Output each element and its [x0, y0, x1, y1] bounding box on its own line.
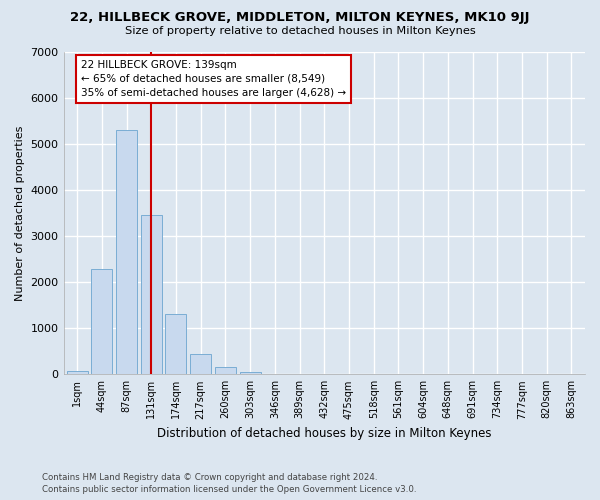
Bar — [190, 354, 211, 374]
Text: 22, HILLBECK GROVE, MIDDLETON, MILTON KEYNES, MK10 9JJ: 22, HILLBECK GROVE, MIDDLETON, MILTON KE… — [70, 11, 530, 24]
X-axis label: Distribution of detached houses by size in Milton Keynes: Distribution of detached houses by size … — [157, 427, 491, 440]
Bar — [215, 368, 236, 374]
Bar — [67, 370, 88, 374]
Bar — [239, 372, 260, 374]
Bar — [141, 215, 162, 374]
Bar — [91, 269, 112, 374]
Bar — [116, 130, 137, 374]
Y-axis label: Number of detached properties: Number of detached properties — [15, 125, 25, 300]
Text: Size of property relative to detached houses in Milton Keynes: Size of property relative to detached ho… — [125, 26, 475, 36]
Text: Contains HM Land Registry data © Crown copyright and database right 2024.
Contai: Contains HM Land Registry data © Crown c… — [42, 473, 416, 494]
Text: 22 HILLBECK GROVE: 139sqm
← 65% of detached houses are smaller (8,549)
35% of se: 22 HILLBECK GROVE: 139sqm ← 65% of detac… — [81, 60, 346, 98]
Bar — [166, 314, 187, 374]
